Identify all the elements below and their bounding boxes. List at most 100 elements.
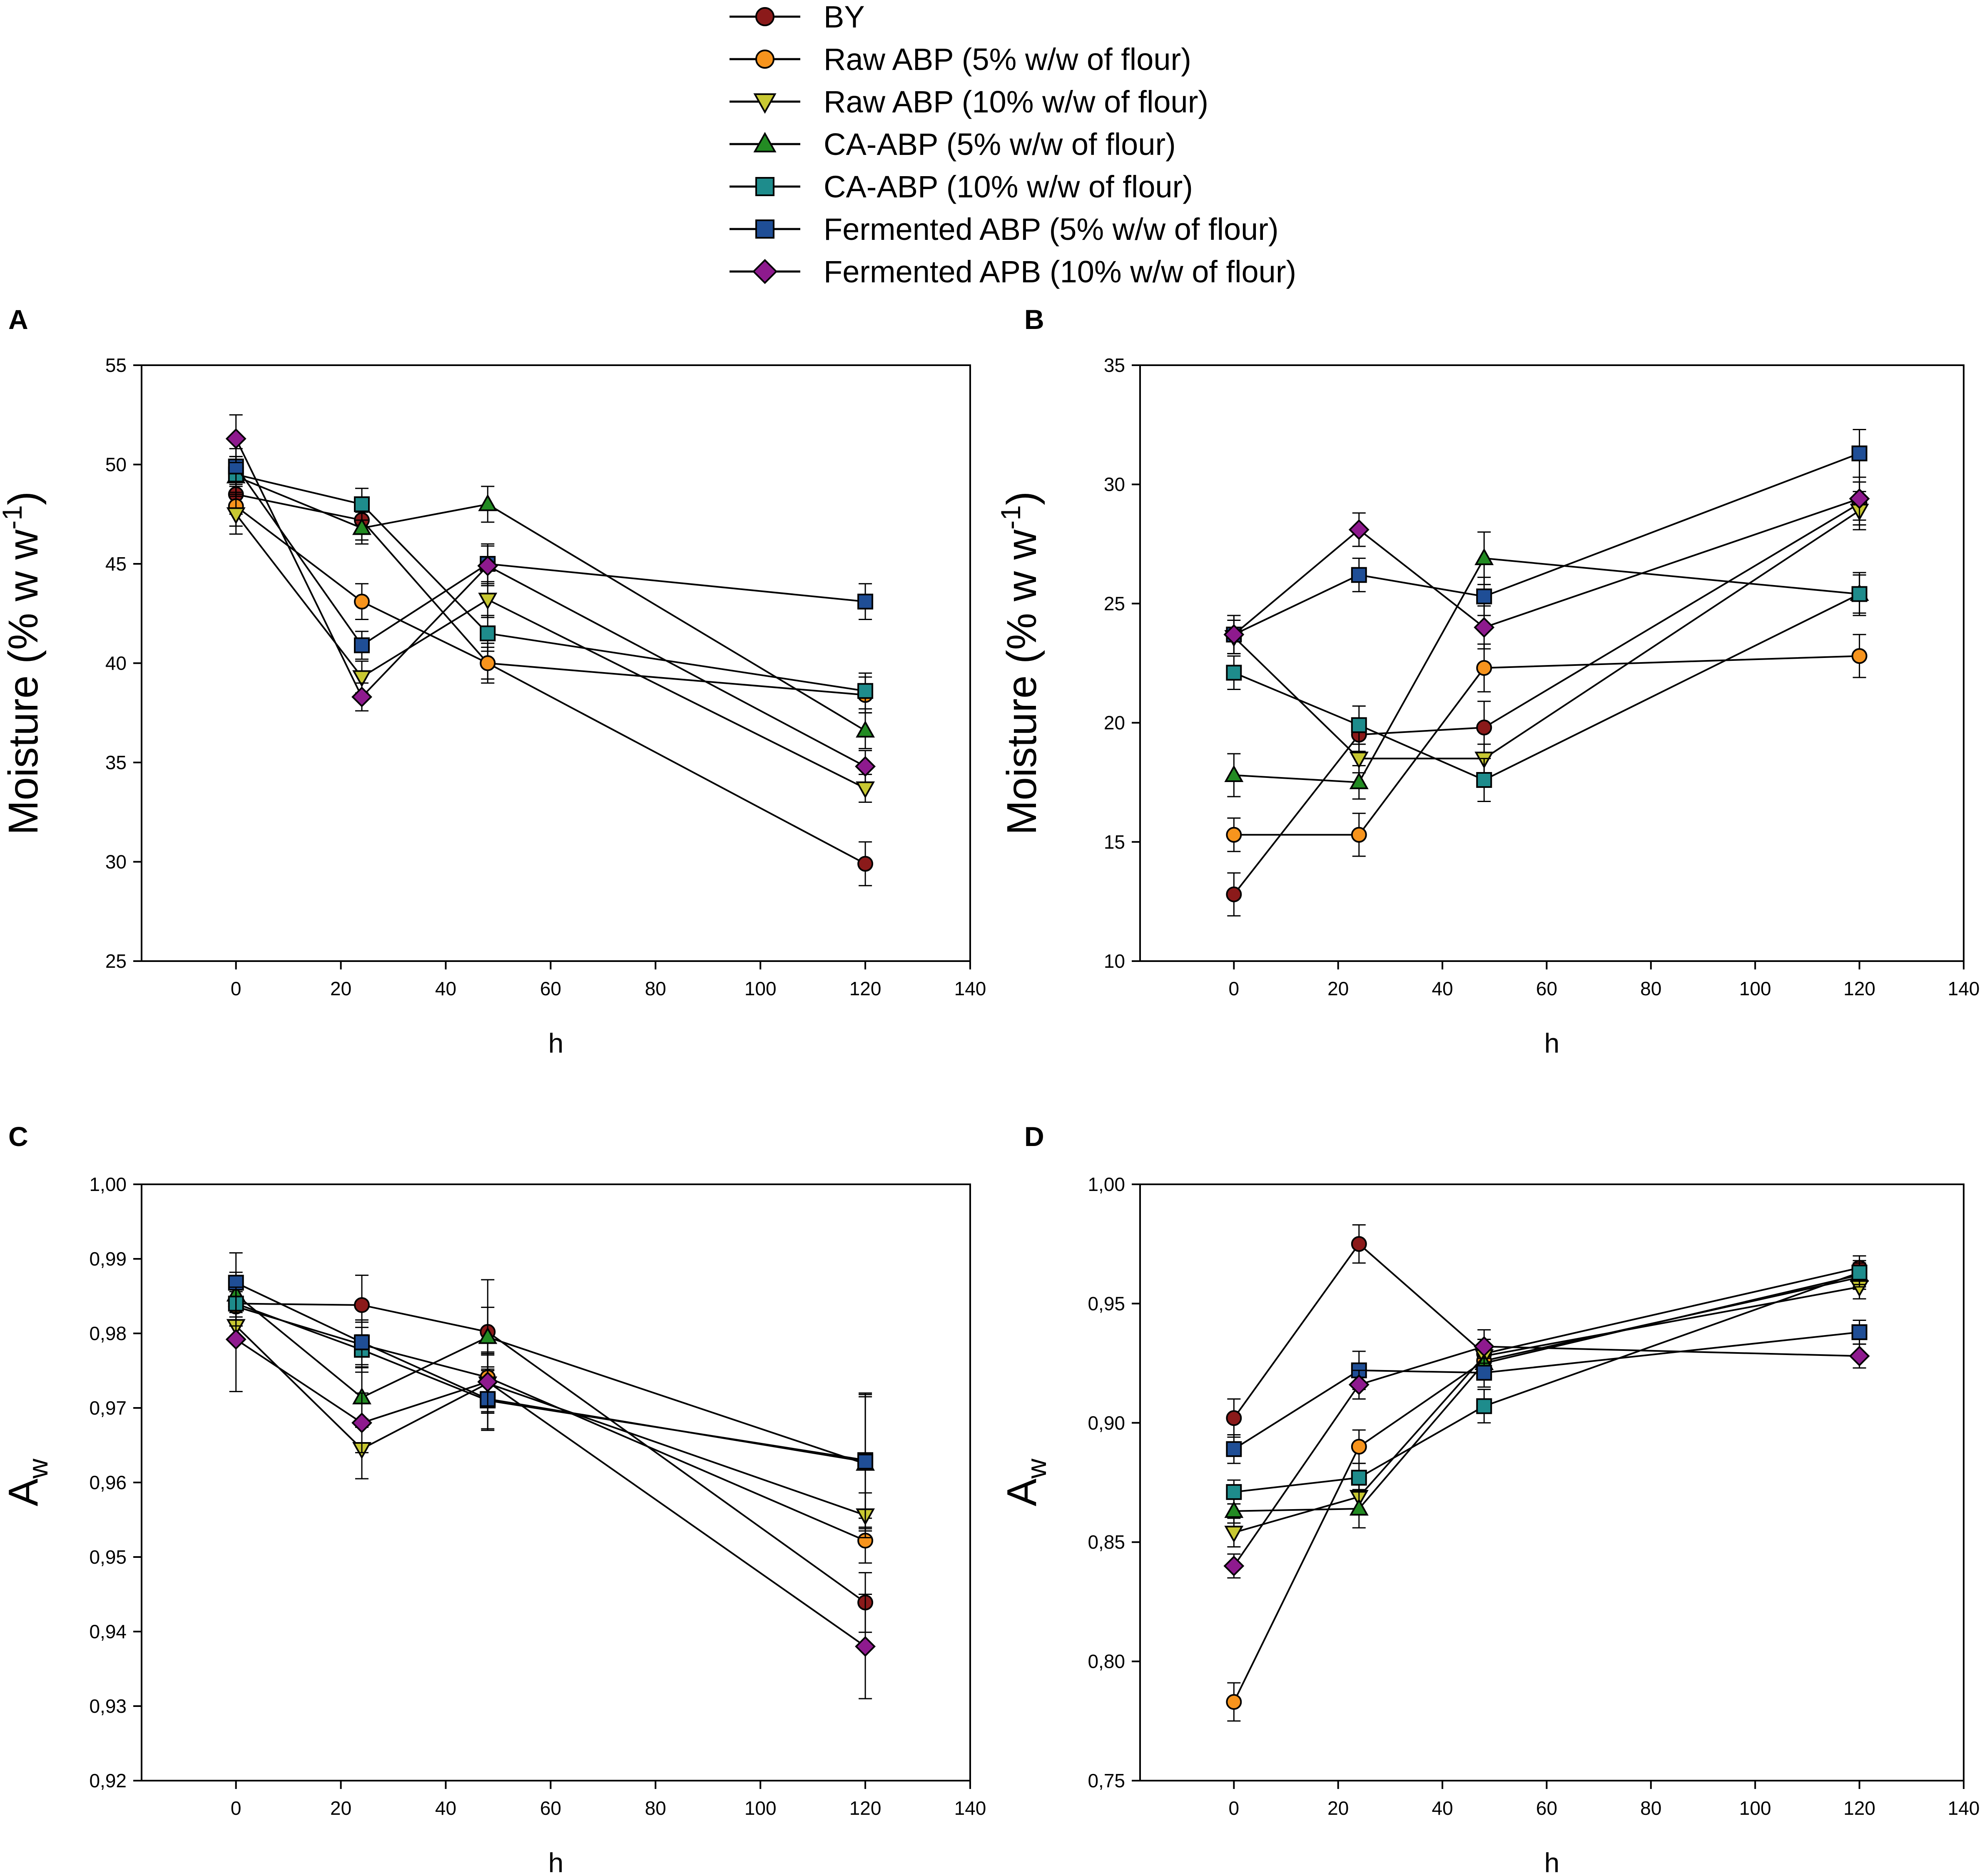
x-tick-label: 40 [435, 1797, 456, 1819]
x-tick-label: 80 [645, 1797, 666, 1819]
y-axis-title-main: A [998, 1478, 1045, 1506]
series-line [236, 473, 866, 692]
x-tick-label: 100 [745, 978, 777, 999]
y-axis-title: Aw [0, 1458, 53, 1506]
x-tick-label: 0 [1229, 978, 1240, 999]
x-tick-label: 120 [1843, 978, 1875, 999]
data-point [1349, 772, 1369, 790]
y-tick-label: 0,97 [89, 1397, 127, 1419]
series-group [225, 414, 876, 887]
y-axis-title-sup: -1 [0, 505, 27, 530]
legend-marker [753, 93, 777, 114]
series-line [1233, 503, 1860, 895]
data-point [1476, 772, 1492, 788]
x-tick-label: 120 [849, 1797, 881, 1819]
series-line [1234, 1274, 1860, 1512]
data-point [1223, 1555, 1245, 1577]
x-tick-label: 60 [540, 978, 561, 999]
series-line [235, 1294, 866, 1465]
data-point [1224, 1525, 1244, 1543]
legend-label: CA-ABP (10% w/w of flour) [824, 169, 1193, 204]
y-axis-title-main: A [0, 1478, 47, 1506]
legend-marker [752, 259, 778, 284]
data-point [1476, 1365, 1492, 1381]
series-line [1233, 452, 1860, 635]
y-tick-label: 15 [1104, 831, 1125, 853]
x-tick-label: 120 [849, 978, 881, 999]
plot-frame [1139, 364, 1965, 962]
data-point [1226, 665, 1242, 681]
series-line [1233, 510, 1860, 760]
series-line [235, 466, 866, 647]
data-point [1849, 488, 1870, 509]
series [225, 1286, 876, 1699]
series-line [1233, 1345, 1860, 1567]
legend-item: BY [730, 0, 865, 34]
x-tick-label: 140 [1948, 1797, 1980, 1819]
x-tick-label: 80 [1640, 978, 1661, 999]
x-tick-label: 20 [330, 1797, 351, 1819]
x-tick-label: 80 [645, 978, 666, 999]
x-tick-label: 20 [1327, 978, 1349, 999]
x-tick-label: 60 [1536, 1797, 1557, 1819]
legend-marker [755, 219, 774, 239]
y-tick-label: 0,80 [1088, 1651, 1125, 1672]
data-point [1351, 1470, 1367, 1486]
data-point [477, 555, 498, 576]
legend: BY Raw ABP (5% w/w of flour) Raw ABP (10% … [730, 0, 1296, 289]
y-axis-title-sup: -1 [995, 505, 1026, 530]
legend-label: Fermented APB (10% w/w of flour) [824, 254, 1296, 289]
series [1223, 1329, 1870, 1579]
x-tick-label: 20 [1327, 1797, 1349, 1819]
data-point [1351, 1439, 1367, 1455]
data-point [1851, 648, 1867, 664]
series [1226, 1260, 1867, 1505]
data-point [857, 683, 874, 699]
data-point [1351, 717, 1367, 733]
data-point [855, 756, 876, 777]
data-point [1226, 886, 1242, 902]
y-tick-label: 0,92 [89, 1770, 127, 1791]
y-axis-title-end: ) [998, 491, 1045, 505]
data-point [354, 593, 370, 610]
data-point [1348, 519, 1369, 540]
y-axis-title-main: Moisture (% w w [998, 529, 1045, 835]
y-tick-label: 25 [1104, 593, 1125, 614]
data-point [1476, 720, 1492, 736]
data-point [857, 593, 874, 610]
series [226, 456, 875, 750]
series [1226, 572, 1867, 802]
x-tick-label: 40 [435, 978, 456, 999]
y-tick-label: 55 [105, 354, 127, 376]
x-tick-label: 140 [1948, 978, 1980, 999]
y-tick-label: 1,00 [89, 1173, 127, 1195]
y-tick-label: 0,99 [89, 1248, 127, 1270]
legend-item: Raw ABP (5% w/w of flour) [730, 42, 1191, 77]
y-axis-title: Moisture (% w w-1) [0, 491, 47, 835]
series [1226, 481, 1867, 917]
legend-label: Fermented ABP (5% w/w of flour) [824, 212, 1279, 247]
panel-letter: C [8, 1121, 28, 1152]
series [228, 473, 874, 887]
x-tick-label: 120 [1843, 1797, 1875, 1819]
data-point [480, 625, 496, 641]
data-point [1476, 1398, 1492, 1414]
y-tick-label: 35 [105, 752, 127, 773]
y-tick-label: 0,94 [89, 1621, 127, 1642]
data-point [1476, 588, 1492, 605]
series-line [1234, 655, 1860, 836]
y-tick-label: 30 [105, 851, 127, 873]
panels: A0 20 40 60 80 100 120 14025303540455055hMoistu… [0, 304, 1980, 1876]
y-tick-label: 40 [105, 653, 127, 674]
series-line [235, 438, 866, 767]
panel-d: D 0 20 40 60 80 100 120 140 0,75 0,80 0,85 0,90 0,95 1… [998, 1121, 1980, 1876]
series-line [235, 476, 866, 732]
x-tick-label: 100 [745, 1797, 777, 1819]
legend-marker [755, 7, 774, 26]
data-point [1223, 624, 1245, 645]
data-point [1474, 548, 1494, 566]
y-tick-label: 10 [1104, 950, 1125, 972]
data-point [478, 593, 498, 610]
y-tick-label: 0,95 [89, 1546, 127, 1568]
x-axis-title: h [1544, 1028, 1560, 1059]
